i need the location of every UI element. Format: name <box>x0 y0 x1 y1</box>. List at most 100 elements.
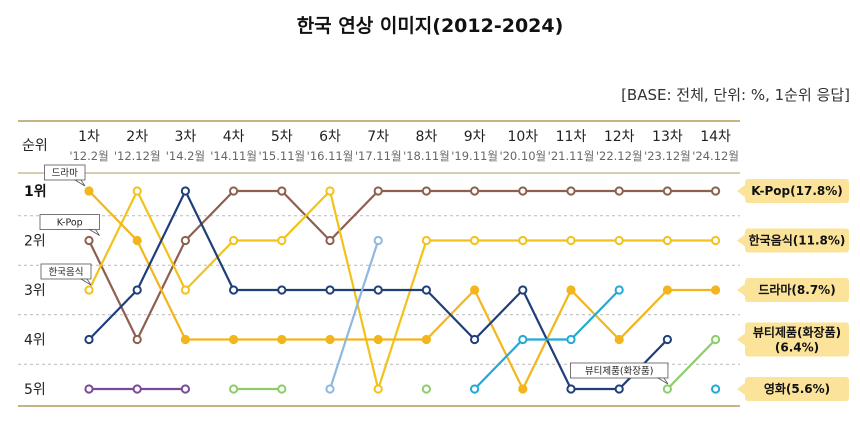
series-point <box>84 384 94 394</box>
series-point <box>373 334 383 345</box>
wave-label: 10차 <box>507 129 538 145</box>
legend-item: 드라마(8.7%) <box>737 278 849 302</box>
series-point <box>662 285 673 295</box>
series-point <box>518 384 528 394</box>
series-line <box>88 190 716 391</box>
rank-label: 3위 <box>24 283 46 299</box>
series-point <box>662 235 673 246</box>
series-point <box>421 186 431 196</box>
callout-label: 한국음식 <box>49 267 84 278</box>
series-point <box>373 186 383 196</box>
callout-label: 뷰티제품(화장품) <box>585 366 654 377</box>
wave-label: 2차 <box>126 129 148 145</box>
series-point <box>662 334 673 345</box>
legend-pointer <box>737 333 745 346</box>
legend-box <box>745 278 849 302</box>
series-point <box>711 285 721 295</box>
series-point <box>373 285 383 295</box>
series-point <box>614 384 624 394</box>
series-point <box>421 285 431 295</box>
series-line <box>473 289 620 390</box>
series-point <box>132 384 142 394</box>
series-point <box>566 235 576 246</box>
callout-pointer <box>73 179 86 187</box>
series-point <box>132 334 142 345</box>
rank-labels: 1위 2위 3위 4위 5위 <box>24 184 47 398</box>
wave-date-label: '12.12월 <box>114 149 161 163</box>
series-point <box>566 186 576 196</box>
wave-date-label: '21.11월 <box>548 149 595 163</box>
series-point <box>180 235 190 246</box>
series-point <box>614 285 624 295</box>
series-point <box>711 186 721 196</box>
legend-label: 뷰티제품(화장품) <box>753 325 841 340</box>
callout-pointer <box>79 278 92 286</box>
legend-item: K-Pop(17.8%) <box>737 179 849 203</box>
series-point <box>277 186 287 196</box>
series-point <box>277 334 287 345</box>
rank-label: 1위 <box>24 184 47 200</box>
wave-label: 11차 <box>556 129 587 145</box>
legend-item: 한국음식(11.8%) <box>737 228 849 253</box>
callout: 드라마 <box>44 164 86 187</box>
series-point <box>566 384 576 394</box>
wave-date-label: '16.11월 <box>307 149 354 163</box>
wave-date-label: '14.2월 <box>166 149 205 163</box>
series-point <box>84 285 94 295</box>
wave-date-label: '17.11월 <box>355 149 402 163</box>
series-point <box>662 384 673 394</box>
wave-date-label: '14.11월 <box>210 149 257 163</box>
series-point <box>373 384 383 394</box>
callout-label: K-Pop <box>57 218 83 229</box>
series-point <box>180 384 190 394</box>
wave-label: 13차 <box>652 129 683 145</box>
callout-box <box>40 263 92 280</box>
legend-box <box>745 322 849 357</box>
series-point <box>373 235 383 246</box>
callout-box <box>44 164 86 181</box>
callout-pointer <box>88 229 100 236</box>
series-point <box>711 384 721 394</box>
callout: 한국음식 <box>40 263 92 286</box>
wave-label: 4차 <box>223 129 245 145</box>
callout-box <box>39 214 100 230</box>
series-point <box>566 334 576 345</box>
series-point <box>470 186 480 196</box>
wave-date-label: '23.12월 <box>644 149 691 163</box>
series-point <box>421 384 431 394</box>
rank-label: 2위 <box>24 234 46 250</box>
wave-header: 순위 1차 '12.2월 2차 '12.12월 3차 '14.2월 4차 '14.11월 5차 '1… <box>22 129 739 163</box>
legend-box <box>745 228 849 253</box>
series-point <box>132 186 142 196</box>
series-point <box>229 186 239 196</box>
series-point <box>421 334 431 345</box>
series-point <box>277 384 287 394</box>
series-point <box>614 186 624 196</box>
series-point <box>518 285 528 295</box>
wave-date-label: '20.10월 <box>499 149 546 163</box>
legend-box <box>745 179 849 203</box>
wave-date-label: '12.2월 <box>69 149 108 163</box>
series-line <box>88 189 716 391</box>
legend: K-Pop(17.8%) 한국음식(11.8%) 드라마(8.7%) 뷰티제품(화장품… <box>737 179 849 401</box>
series-point <box>229 235 239 246</box>
wave-date-label: '22.12월 <box>596 149 643 163</box>
wave-date-label: '18.11월 <box>403 149 450 163</box>
legend-pointer <box>737 383 745 395</box>
legend-pointer <box>737 185 745 197</box>
series-point <box>518 186 528 196</box>
wave-label: 9차 <box>464 129 486 145</box>
wave-date-label: '19.11월 <box>451 149 498 163</box>
wave-label: 6차 <box>319 129 341 145</box>
callout: 뷰티제품(화장품) <box>570 362 669 385</box>
series-point <box>470 285 480 295</box>
series-point <box>711 334 721 345</box>
legend-label: 드라마(8.7%) <box>758 282 835 297</box>
callout: K-Pop <box>39 214 100 236</box>
series-point <box>325 384 335 394</box>
legend-item: 영화(5.6%) <box>737 377 849 401</box>
series-point <box>132 235 142 246</box>
wave-date-label: '24.12월 <box>692 149 739 163</box>
callout-pointer <box>656 377 669 385</box>
